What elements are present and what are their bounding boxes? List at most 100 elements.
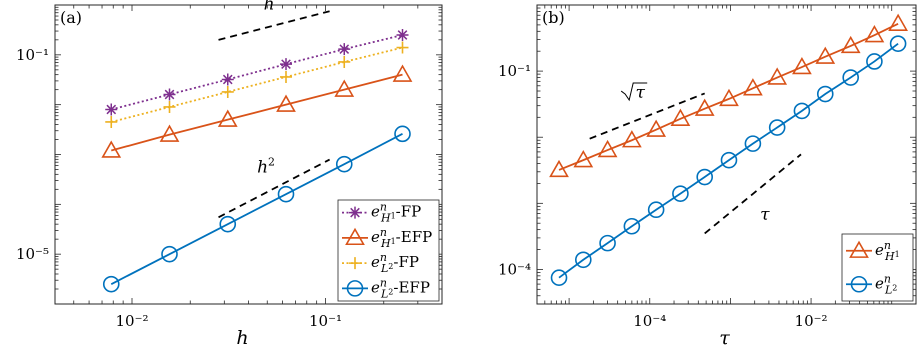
legend-suffix: -FP <box>396 203 422 221</box>
data-point <box>161 245 178 263</box>
data-point <box>842 69 859 86</box>
data-point <box>793 102 811 120</box>
legend-subscript-power: 2 <box>892 283 897 292</box>
data-point <box>394 125 411 143</box>
data-point <box>334 79 355 97</box>
slope-label-sqrt-tau: τ <box>635 83 645 103</box>
data-point <box>623 217 641 235</box>
legend-superscript: n <box>884 272 891 285</box>
reference-slope-line <box>704 153 802 235</box>
data-point <box>573 150 594 168</box>
legend-subscript-power: 2 <box>388 262 393 271</box>
data-point <box>597 139 618 158</box>
legend-subscript-power: 2 <box>388 287 393 296</box>
series-line <box>558 22 899 171</box>
data-point <box>549 159 569 178</box>
data-point <box>221 85 234 98</box>
series-e_H1 <box>549 13 908 178</box>
legend-superscript: n <box>380 201 387 214</box>
legend-marker <box>850 275 868 293</box>
x-tick-label: 10⁻⁴ <box>633 312 666 330</box>
legend-subscript: H <box>380 212 391 225</box>
data-point <box>105 103 118 116</box>
data-point <box>719 88 739 107</box>
data-point <box>163 88 176 101</box>
data-point <box>335 155 353 173</box>
data-point <box>396 29 409 42</box>
legend-symbol: e <box>371 278 380 296</box>
data-point <box>815 46 836 64</box>
data-point <box>280 58 293 71</box>
data-point <box>396 41 409 54</box>
data-point <box>280 70 293 83</box>
data-point <box>889 35 907 52</box>
data-point <box>696 168 713 186</box>
data-point <box>276 94 296 112</box>
legend-superscript: n <box>884 239 891 252</box>
data-point <box>744 135 762 152</box>
data-point <box>670 108 691 126</box>
legend-marker <box>345 227 365 246</box>
legend-symbol: e <box>371 203 380 221</box>
legend-superscript: n <box>380 226 387 239</box>
legend-subscript: H <box>380 237 391 250</box>
data-point <box>101 140 122 158</box>
data-point <box>646 119 667 137</box>
reference-slope-line <box>218 158 331 219</box>
data-point <box>221 73 234 86</box>
data-point <box>392 64 413 82</box>
data-point <box>694 98 715 116</box>
legend-entry: en L2-FP <box>371 251 419 275</box>
legend-symbol: e <box>875 241 884 259</box>
data-point <box>720 151 738 169</box>
sqrt-sign <box>620 82 648 102</box>
legend-marker <box>349 257 361 270</box>
legend-marker <box>349 206 361 219</box>
legend-entry: en H1-EFP <box>371 226 432 250</box>
legend-subscript-power: 1 <box>895 250 900 259</box>
legend-suffix: -FP <box>393 253 419 271</box>
series-e_H1-EFP <box>101 64 413 158</box>
series-line <box>111 46 403 123</box>
legend-entry: en L2 <box>875 272 897 296</box>
y-tick-label: 10⁻¹ <box>16 46 49 64</box>
legend-subscript: H <box>884 250 895 263</box>
panel-label: (b) <box>542 8 565 27</box>
data-point <box>217 109 238 127</box>
data-point <box>792 56 812 75</box>
series-line <box>558 42 899 279</box>
data-point <box>105 115 118 128</box>
y-tick-label: 10⁻⁴ <box>498 260 531 278</box>
data-point <box>574 251 592 269</box>
slope-label-h2: h2 <box>257 155 275 177</box>
legend-symbol: e <box>875 274 884 292</box>
legend-superscript: n <box>380 276 387 289</box>
data-point <box>163 100 176 113</box>
data-point <box>338 55 351 68</box>
data-point <box>621 130 642 148</box>
x-axis-label: h <box>236 327 248 349</box>
series-e_L2-FP <box>105 41 409 128</box>
legend-subscript: L <box>380 262 388 275</box>
legend-entry: en H1-FP <box>371 201 421 225</box>
x-tick-label: 10⁻² <box>115 312 148 330</box>
series-line <box>111 34 403 111</box>
data-point <box>840 35 861 54</box>
data-point <box>767 67 788 85</box>
legend-suffix: -EFP <box>393 278 430 296</box>
legend-subscript-power: 1 <box>391 237 396 246</box>
data-point <box>338 43 351 56</box>
data-point <box>219 215 237 233</box>
legend-superscript: n <box>380 251 387 264</box>
x-axis-label: τ <box>719 327 730 349</box>
data-point <box>647 201 665 219</box>
series-e_L2 <box>550 35 907 286</box>
data-point <box>816 85 834 103</box>
data-point <box>888 13 908 31</box>
data-point <box>102 275 120 293</box>
y-tick-label: 10⁻⁵ <box>16 245 49 263</box>
